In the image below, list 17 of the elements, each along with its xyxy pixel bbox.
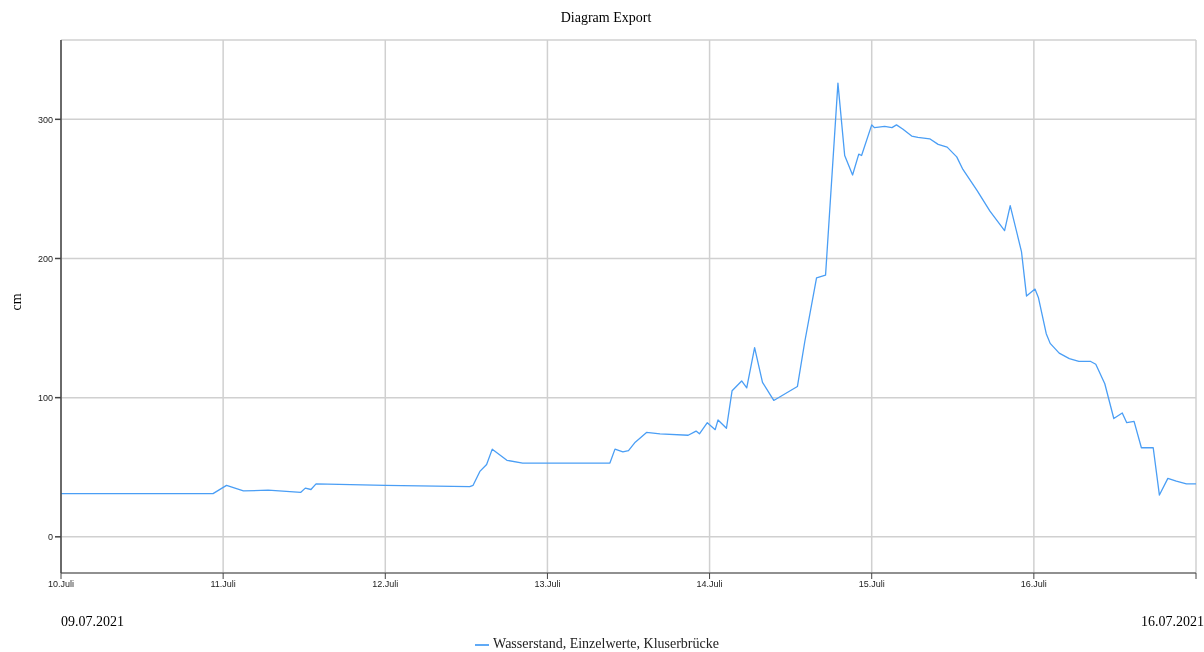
text: 09.07.2021 bbox=[61, 614, 124, 630]
x-tick-label: 14.Juli bbox=[696, 579, 723, 590]
y-tick-label: 0 bbox=[47, 532, 53, 543]
x-tick-label: 16.Juli bbox=[1020, 579, 1047, 590]
x-tick-label: 10.Juli bbox=[47, 579, 75, 590]
y-tick-label: 300 bbox=[37, 114, 53, 125]
chart-title: Diagram Export bbox=[559, 10, 653, 26]
y-tick-label: 100 bbox=[37, 392, 53, 403]
y-axis-title: cm bbox=[9, 292, 25, 313]
legend-label: Wasserstand, Einzelwerte, Kluserbrücke bbox=[493, 636, 719, 651]
x-tick-label: 15.Juli bbox=[858, 579, 885, 590]
x-tick-label: 12.Juli bbox=[372, 579, 399, 590]
x-tick-label: 13.Juli bbox=[534, 579, 561, 590]
line-series bbox=[61, 82, 1196, 496]
y-tick-label: 200 bbox=[37, 253, 53, 264]
x-tick-label: 11.Juli bbox=[210, 579, 236, 590]
text: 16.07.2021 bbox=[1141, 614, 1204, 630]
